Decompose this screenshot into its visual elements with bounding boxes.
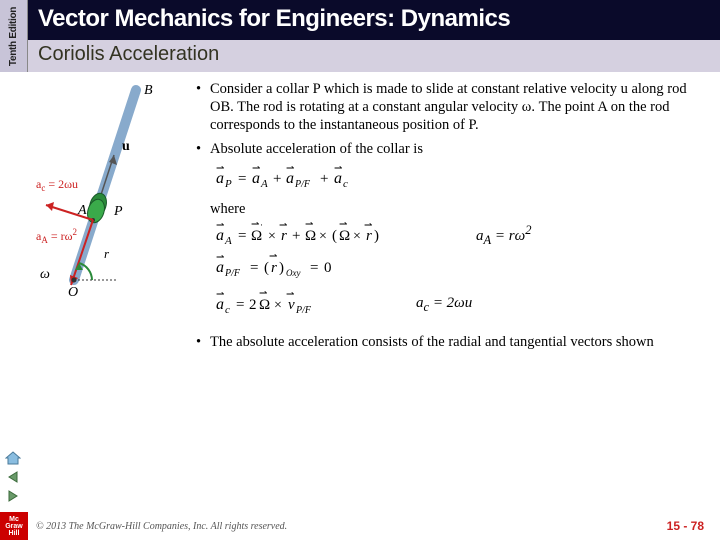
bullet-mark: • — [196, 333, 210, 351]
label-omega: ω — [40, 267, 50, 282]
svg-text:P/F: P/F — [294, 179, 311, 190]
svg-text:¨: ¨ — [273, 254, 276, 260]
svg-text:Ω: Ω — [251, 228, 262, 244]
svg-text:=: = — [310, 260, 318, 276]
label-aA-sup: 2 — [73, 227, 78, 237]
svg-text:⇀: ⇀ — [279, 222, 287, 231]
svg-text:⇀: ⇀ — [251, 222, 259, 230]
svg-text:c: c — [343, 178, 348, 190]
svg-text:⇀: ⇀ — [252, 165, 260, 174]
svg-text:⇀: ⇀ — [334, 165, 342, 174]
equation-row-ac: a ⇀ c = 2 Ω ⇀ × v ⇀ P/F ac = 2ωu — [216, 291, 700, 319]
svg-text:r: r — [271, 260, 277, 276]
bullet-3: • The absolute acceleration consists of … — [196, 333, 700, 351]
bullet-2-text: Absolute acceleration of the collar is — [210, 140, 700, 158]
home-icon[interactable] — [4, 450, 22, 466]
equation-aP: a ⇀ P = a ⇀ A + a ⇀ P/F + a ⇀ c — [216, 165, 700, 196]
where-label: where — [210, 200, 700, 218]
publisher-logo: McGrawHill — [0, 512, 28, 540]
equation-ac-vector: a ⇀ c = 2 Ω ⇀ × v ⇀ P/F — [216, 291, 376, 319]
svg-text:): ) — [279, 260, 284, 276]
svg-text:⇀: ⇀ — [339, 222, 347, 230]
svg-text:): ) — [374, 228, 379, 244]
svg-text:c: c — [225, 304, 230, 316]
svg-text:×: × — [274, 298, 282, 313]
svg-text:(: ( — [332, 228, 337, 244]
content-area: B u P A ac = 2ωu r O ω aA = rω2 • Consid… — [0, 72, 720, 351]
svg-text:P/F: P/F — [295, 305, 312, 316]
svg-text:×: × — [268, 229, 276, 244]
edition-label: Tenth Edition — [8, 6, 19, 65]
bullet-mark: • — [196, 80, 210, 134]
svg-text:0: 0 — [324, 260, 332, 276]
label-r: r — [104, 246, 110, 261]
bullet-2: • Absolute acceleration of the collar is — [196, 140, 700, 158]
svg-text:⇀: ⇀ — [364, 222, 372, 231]
svg-text:⇀: ⇀ — [216, 254, 224, 263]
svg-text:⇀: ⇀ — [286, 165, 294, 174]
svg-text:⇀: ⇀ — [216, 165, 224, 174]
svg-text:=: = — [238, 171, 246, 187]
bullet-1-text: Consider a collar P which is made to sli… — [210, 80, 700, 134]
svg-text:Oxy: Oxy — [286, 268, 301, 278]
bullet-mark: • — [196, 140, 210, 158]
svg-text:A: A — [224, 235, 232, 247]
svg-text:·: · — [260, 222, 263, 230]
svg-text:⇀: ⇀ — [216, 222, 224, 231]
svg-text:Ω: Ω — [259, 297, 270, 313]
prev-icon[interactable] — [4, 469, 22, 485]
svg-text:+: + — [292, 228, 300, 244]
svg-text:2: 2 — [249, 297, 257, 313]
svg-text:ac = 2ωu: ac = 2ωu — [36, 177, 78, 193]
equation-aPF: a ⇀ P/F = ( r ⇀ ¨ ) Oxy = 0 — [216, 254, 700, 287]
bullet-1: • Consider a collar P which is made to s… — [196, 80, 700, 134]
label-B: B — [144, 83, 153, 98]
equation-row-aA: a ⇀ A = Ω ⇀ · × r ⇀ + Ω ⇀ × ( Ω ⇀ × r ⇀ — [216, 222, 700, 250]
svg-text:+: + — [320, 171, 328, 187]
svg-text:P/F: P/F — [224, 268, 241, 279]
edition-tab: Tenth Edition — [0, 0, 28, 72]
svg-text:+: + — [273, 171, 281, 187]
bullet-3-text: The absolute acceleration consists of th… — [210, 333, 700, 351]
text-content: • Consider a collar P which is made to s… — [196, 80, 700, 351]
equation-aA-vector: a ⇀ A = Ω ⇀ · × r ⇀ + Ω ⇀ × ( Ω ⇀ × r ⇀ — [216, 222, 436, 250]
svg-text:⇀: ⇀ — [259, 291, 267, 299]
label-O: O — [68, 285, 78, 300]
footer: McGrawHill © 2013 The McGraw-Hill Compan… — [0, 512, 720, 540]
svg-text:P: P — [224, 178, 232, 190]
label-ac-eq: = 2ωu — [45, 177, 78, 191]
svg-text:aA = rω2: aA = rω2 — [36, 227, 77, 245]
page-number: 15 - 78 — [667, 519, 704, 533]
label-P: P — [113, 204, 123, 219]
equation-aA-plain: aA = rω2 — [476, 223, 531, 249]
section-title: Coriolis Acceleration — [28, 40, 720, 72]
svg-text:=: = — [238, 228, 246, 244]
svg-text:×: × — [353, 229, 361, 244]
copyright-text: © 2013 The McGraw-Hill Companies, Inc. A… — [36, 521, 287, 532]
svg-text:A: A — [260, 178, 268, 190]
svg-text:Ω: Ω — [339, 228, 350, 244]
book-title: Vector Mechanics for Engineers: Dynamics — [28, 0, 720, 40]
svg-text:=: = — [236, 297, 244, 313]
next-icon[interactable] — [4, 488, 22, 504]
label-aA-eq: = rω — [48, 229, 73, 243]
svg-text:(: ( — [264, 260, 269, 276]
svg-text:=: = — [250, 260, 258, 276]
label-u: u — [122, 139, 130, 154]
svg-text:⇀: ⇀ — [216, 291, 224, 300]
svg-text:⇀: ⇀ — [305, 222, 313, 230]
equation-ac-plain: ac = 2ωu — [416, 294, 472, 316]
svg-text:×: × — [319, 229, 327, 244]
svg-text:Ω: Ω — [305, 228, 316, 244]
rod-collar-diagram: B u P A ac = 2ωu r O ω aA = rω2 — [36, 80, 186, 300]
slide-header: Tenth Edition Vector Mechanics for Engin… — [0, 0, 720, 72]
nav-icon-group — [4, 450, 22, 504]
svg-text:⇀: ⇀ — [286, 291, 294, 300]
